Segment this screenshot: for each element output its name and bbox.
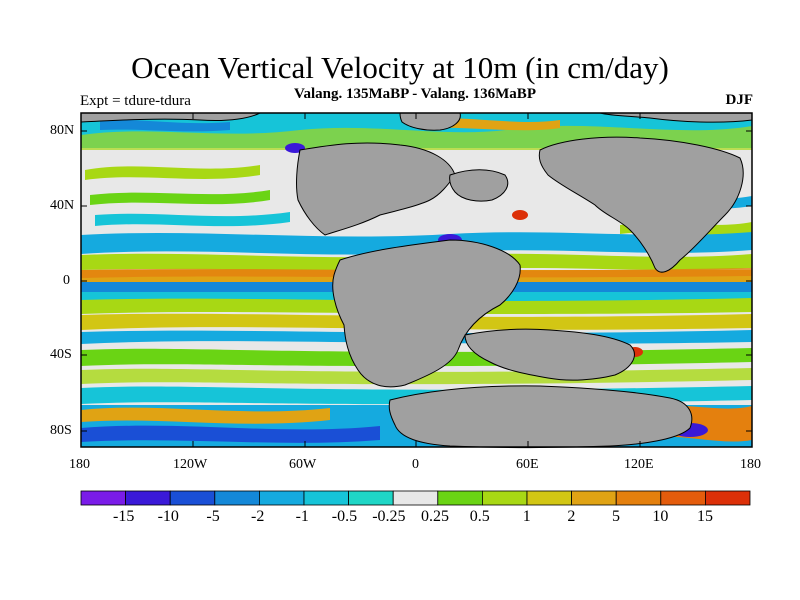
colorbar-box [660,490,706,506]
landmass-arctic-west [80,112,261,123]
landmass-north-america [296,142,456,236]
colorbar-box [348,490,394,506]
colorbar-label: 0.5 [469,508,490,525]
colorbar-box [705,490,751,506]
lat-label-40n: 40N [50,198,75,213]
colorbar-label: -0.25 [372,508,406,525]
map-title: Ocean Vertical Velocity at 10m (in cm/da… [131,50,669,85]
colorbar-label: -0.5 [331,508,358,525]
axis-ticks [81,113,752,447]
colorbar-box [437,490,483,506]
lon-label-120w: 120W [173,457,208,472]
landmass-africa-india [464,328,635,381]
colorbar-label: 10 [652,508,669,525]
colorbar-box [258,490,305,506]
land-masses [80,112,753,448]
colorbar-box [214,490,260,506]
colorbar-box [125,490,171,506]
season-label: DJF [725,92,754,108]
colorbar-box [169,490,216,506]
landmass-eurasia [538,136,744,273]
colorbar-label: 0.25 [421,508,449,525]
colorbar-label: -5 [206,508,220,525]
colorbar-box [392,490,439,506]
landmass-south-america [332,239,521,388]
lon-label-180w: 180 [69,457,90,472]
colorbar-label: 5 [612,508,620,525]
lat-label-80n: 80N [50,123,75,138]
colorbar-box [526,490,572,506]
lat-label-40s: 40S [50,347,72,362]
lat-label-0: 0 [63,273,70,288]
lon-label-60e: 60E [516,457,539,472]
colorbar-box [571,490,617,506]
colorbar-label: 2 [567,508,576,525]
landmass-europe [449,169,509,202]
colorbar-box [615,490,662,506]
colorbar [80,490,751,506]
landmass-antarctica [388,385,693,448]
colorbar-label: 15 [697,508,713,525]
landmass-arctic-east [599,112,753,123]
lon-label-60w: 60W [289,457,317,472]
colorbar-label: -2 [251,508,265,525]
colorbar-label: -10 [157,508,179,525]
colorbar-label: -15 [113,508,135,525]
colorbar-box [481,490,528,506]
colorbar-box [303,490,349,506]
colorbar-label: 1 [522,508,531,525]
colorbar-box [80,490,126,506]
experiment-label: Expt = tdure-tdura [80,93,191,109]
colorbar-label: -1 [295,508,309,525]
lon-label-0: 0 [412,457,419,472]
lat-label-80s: 80S [50,423,72,438]
map-subtitle: Valang. 135MaBP - Valang. 136MaBP [294,86,536,102]
lon-label-120e: 120E [624,457,654,472]
lon-label-180e: 180 [740,457,761,472]
